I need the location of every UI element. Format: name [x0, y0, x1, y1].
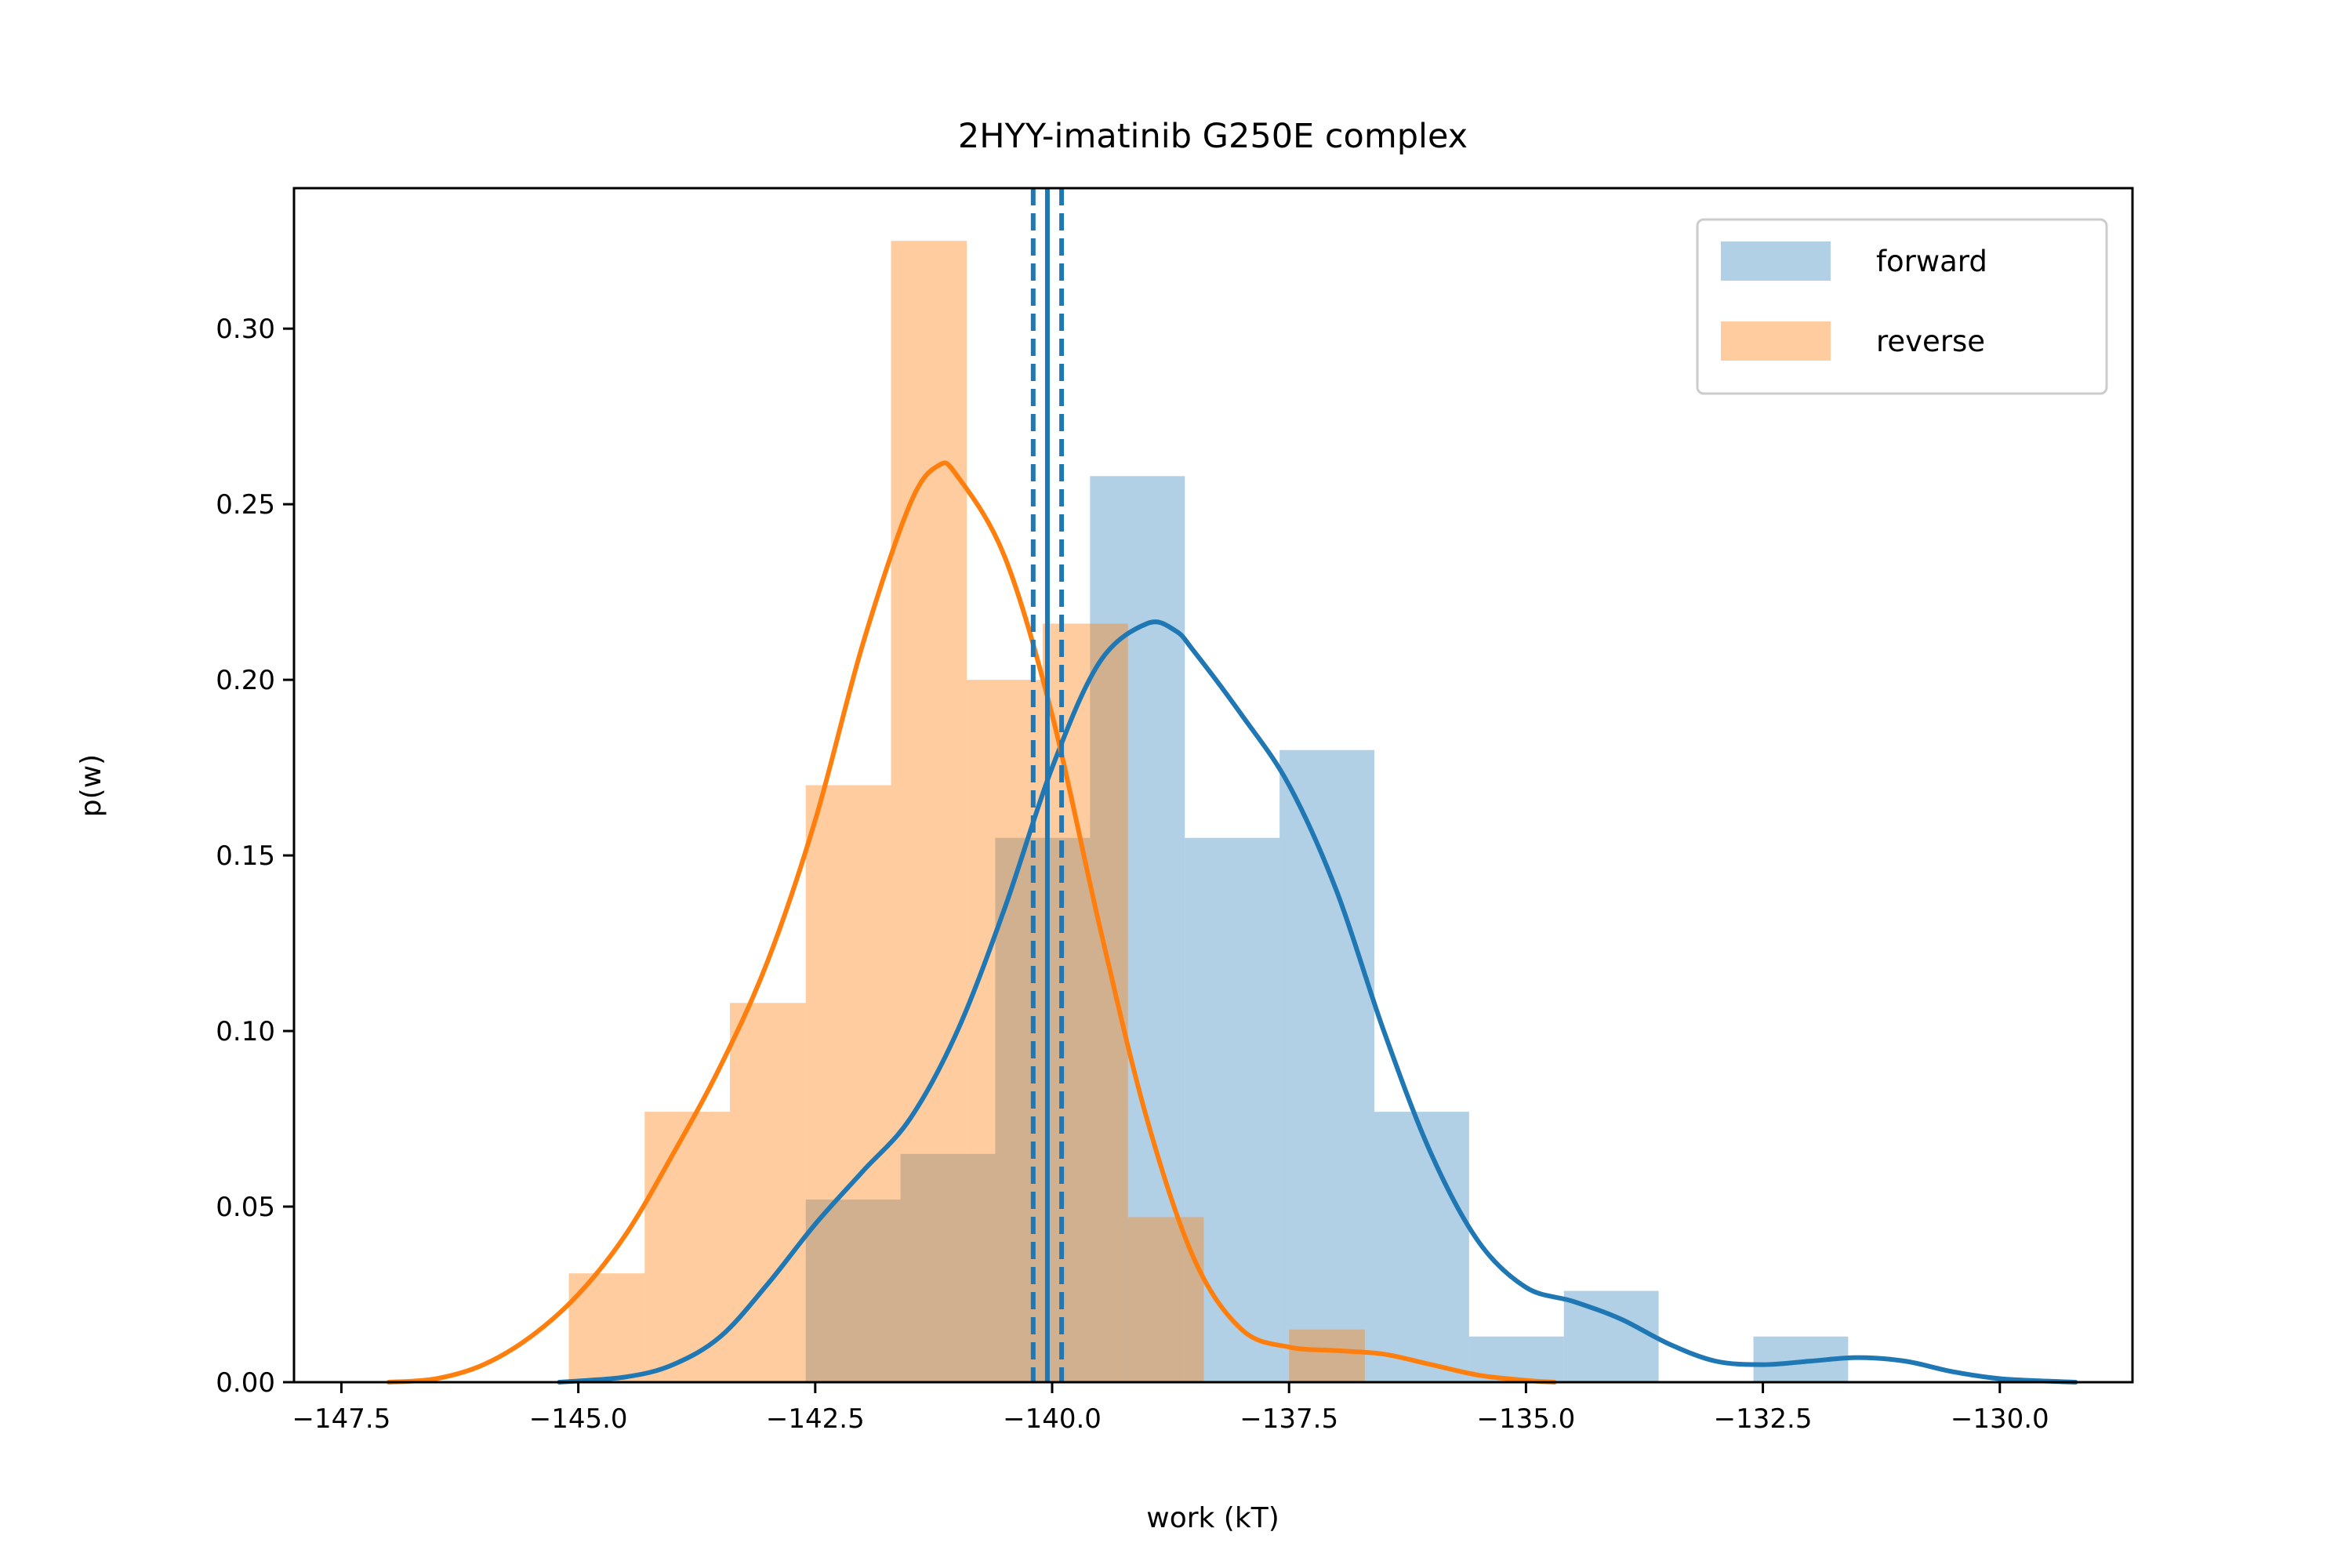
forward-legend-swatch: [1721, 241, 1831, 281]
y-tick-label: 0.30: [216, 314, 275, 345]
legend: forward reverse: [1696, 218, 2108, 395]
reverse-bar: [1127, 1217, 1204, 1382]
forward-bar: [1563, 1290, 1659, 1382]
reverse-legend-swatch: [1721, 321, 1831, 361]
reverse-bar: [730, 1003, 806, 1382]
reference-lines: [1030, 188, 1065, 1382]
reverse-bar: [1289, 1329, 1365, 1382]
forward-bar: [805, 1200, 901, 1382]
legend-box: [1696, 218, 2108, 395]
forward-bar: [1374, 1112, 1469, 1382]
x-tick-label: −145.0: [529, 1403, 628, 1435]
forward-bar: [1185, 837, 1280, 1382]
reverse-kde-line: [386, 460, 1557, 1385]
reverse-bar: [644, 1112, 731, 1382]
reverse-bar: [967, 680, 1043, 1382]
x-axis-label: work (kT): [1146, 1502, 1279, 1534]
x-tick-label: −135.0: [1476, 1403, 1575, 1435]
reverse-bar: [891, 241, 967, 1382]
y-tick-label: 0.05: [216, 1192, 275, 1223]
x-axis: −147.5 −145.0 −142.5 −140.0 −137.5 −135.0 −132…: [292, 1382, 2049, 1435]
y-axis: 0.00 0.05 0.10 0.15 0.20 0.25 0.30: [216, 314, 294, 1399]
y-axis-label: p(w): [75, 754, 107, 817]
y-tick-label: 0.20: [216, 665, 275, 696]
forward-bar: [995, 837, 1091, 1382]
x-tick-label: −137.5: [1240, 1403, 1338, 1435]
reverse-bar: [805, 785, 891, 1382]
histogram-bars: [568, 241, 1849, 1382]
forward-bar: [900, 1153, 996, 1382]
x-tick-label: −142.5: [766, 1403, 865, 1435]
y-tick-label: 0.00: [216, 1367, 275, 1399]
kde-lines: [386, 460, 2078, 1385]
y-tick-label: 0.10: [216, 1016, 275, 1047]
forward-kde-line: [557, 619, 2078, 1385]
x-tick-label: −130.0: [1951, 1403, 2049, 1435]
y-tick-label: 0.15: [216, 840, 275, 872]
forward-legend-label: forward: [1876, 245, 1987, 278]
chart-title: 2HYY-imatinib G250E complex: [958, 117, 1468, 156]
plot-frame: [292, 187, 2134, 1384]
forward-bar: [1279, 750, 1374, 1382]
x-tick-label: −140.0: [1003, 1403, 1102, 1435]
x-tick-label: −132.5: [1714, 1403, 1813, 1435]
y-tick-label: 0.25: [216, 489, 275, 521]
x-tick-label: −147.5: [292, 1403, 391, 1435]
reverse-legend-label: reverse: [1876, 325, 1985, 358]
